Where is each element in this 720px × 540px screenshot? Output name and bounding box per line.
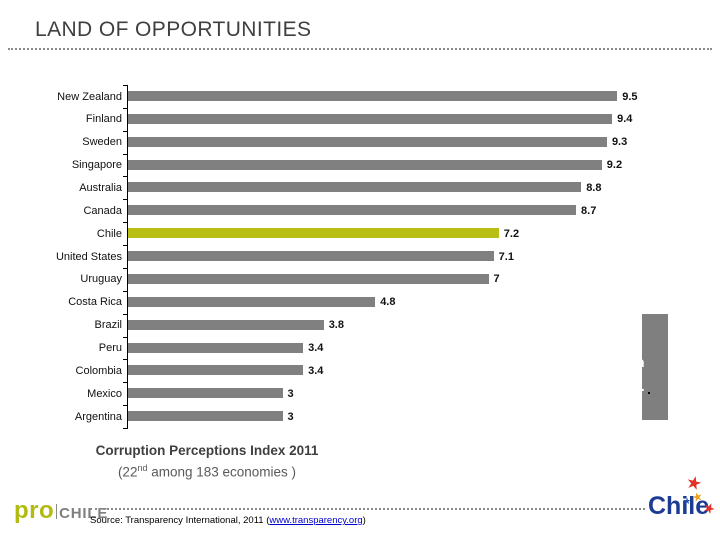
bar-argentina <box>128 411 283 422</box>
title-divider <box>8 48 712 50</box>
axis-tick <box>123 199 128 201</box>
bar-colombia <box>128 365 304 376</box>
axis-tick <box>123 153 128 155</box>
axis-tick <box>123 405 128 407</box>
category-label: Argentina <box>74 410 122 423</box>
value-label: 3 <box>287 387 294 400</box>
bar-peru <box>128 342 304 353</box>
category-label: Singapore <box>71 159 122 172</box>
value-label: 9.4 <box>617 113 633 126</box>
category-label: New Zealand <box>57 90 122 103</box>
prochile-logo-separator <box>56 503 58 519</box>
value-label: 3.4 <box>308 342 324 355</box>
category-label: Sweden <box>82 136 122 149</box>
axis-tick <box>123 290 128 292</box>
value-label: 3.8 <box>328 319 344 332</box>
category-label: Brazil <box>94 319 122 332</box>
category-label: Costa Rica <box>68 296 122 309</box>
value-label: 3.4 <box>308 364 324 377</box>
ordinal-superscript: nd <box>137 463 148 473</box>
bar-uruguay <box>128 273 489 284</box>
category-label: Colombia <box>75 364 122 377</box>
caption-title: Corruption Perceptions Index 2011 <box>95 443 319 458</box>
page-title: LAND OF OPPORTUNITIES <box>35 18 312 41</box>
axis-tick <box>123 428 128 429</box>
value-label: 4.8 <box>380 296 396 309</box>
caption-rank: (22nd among 183 economies ) <box>117 463 297 480</box>
value-label: 3 <box>287 410 294 423</box>
value-label: 7.1 <box>498 250 514 263</box>
chile-logo: Chile ★ ★ ★ ★ <box>645 471 720 537</box>
bar-sweden <box>128 136 607 147</box>
value-label: 9.3 <box>611 136 628 149</box>
axis-tick <box>123 130 128 132</box>
footer-divider <box>90 508 645 510</box>
chile-logo-text: Chile <box>648 492 710 520</box>
axis-tick <box>123 359 128 361</box>
axis-tick <box>123 313 128 315</box>
star-icon: ★ <box>683 496 692 506</box>
axis-tick <box>123 267 128 269</box>
axis-tick <box>123 245 128 247</box>
clipped-text-fragment: n <box>636 354 645 370</box>
category-label: Chile <box>96 227 122 240</box>
axis-tick <box>123 85 128 86</box>
bar-australia <box>128 182 582 193</box>
chart-caption: Corruption Perceptions Index 2011 (22nd … <box>72 443 342 480</box>
bar-finland <box>128 113 613 124</box>
bar-chile <box>128 228 499 239</box>
bar-united-states <box>128 251 494 262</box>
axis-tick <box>123 176 128 178</box>
bar-brazil <box>128 319 324 330</box>
value-label: 9.2 <box>606 159 623 172</box>
category-label: Finland <box>85 113 122 126</box>
bar-canada <box>128 205 577 216</box>
category-label: Canada <box>83 204 122 217</box>
axis-tick <box>123 336 128 338</box>
corruption-index-chart: New Zealand 9.5 Finland 9.4 Sweden 9.3 Singapo… <box>0 85 720 429</box>
category-label: Peru <box>98 342 122 355</box>
axis-tick <box>123 222 128 224</box>
value-label: 7 <box>493 273 500 286</box>
bar-costa-rica <box>128 296 376 307</box>
value-label: 9.5 <box>622 90 638 103</box>
category-label: Australia <box>79 181 122 194</box>
bar-mexico <box>128 388 283 399</box>
category-label: Mexico <box>87 387 122 400</box>
category-label: Uruguay <box>80 273 122 286</box>
bar-new-zealand <box>128 91 618 101</box>
clipped-text-box: n y. <box>634 314 668 420</box>
category-axis <box>127 85 128 428</box>
value-label: 8.8 <box>586 181 602 194</box>
axis-tick <box>123 107 128 109</box>
bar-singapore <box>128 159 602 170</box>
source-text: Source: Transparency International, 2011… <box>90 515 366 526</box>
transparency-link[interactable]: www.transparency.org <box>269 515 363 526</box>
value-label: 8.7 <box>581 204 597 217</box>
prochile-logo-pro: pro <box>14 497 55 524</box>
clipped-text-dot <box>648 392 650 394</box>
category-label: United States <box>55 250 122 263</box>
clipped-text-fragment: y. <box>634 378 645 394</box>
axis-tick <box>123 382 128 384</box>
value-label: 7.2 <box>503 227 520 240</box>
